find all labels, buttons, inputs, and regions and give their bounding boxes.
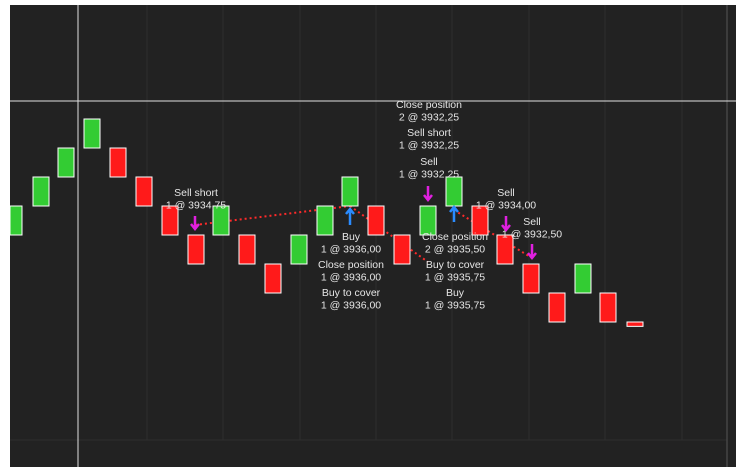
trade-label: Sell bbox=[497, 187, 515, 199]
trade-arrow bbox=[501, 216, 511, 233]
brick bbox=[548, 292, 566, 323]
brick bbox=[599, 292, 617, 323]
brick bbox=[212, 205, 230, 236]
brick bbox=[32, 176, 50, 207]
brick bbox=[57, 147, 75, 178]
trade-label: 2 @ 3935,50 bbox=[425, 243, 485, 255]
trade-label: Buy bbox=[342, 231, 361, 243]
trade-label: 1 @ 3932,25 bbox=[399, 168, 459, 180]
brick bbox=[522, 263, 540, 294]
brick bbox=[135, 176, 153, 207]
brick bbox=[419, 205, 437, 236]
trade-label: Sell bbox=[523, 216, 541, 228]
trade-arrow bbox=[449, 204, 459, 222]
trade-label: 2 @ 3932,25 bbox=[399, 111, 459, 123]
brick bbox=[574, 263, 592, 294]
brick bbox=[496, 234, 514, 265]
trade-label: 1 @ 3934,75 bbox=[166, 199, 226, 211]
trade-label: Sell short bbox=[174, 187, 218, 199]
trade-label: Sell bbox=[420, 156, 438, 168]
trade-arrow bbox=[423, 186, 433, 203]
brick bbox=[367, 205, 385, 236]
brick bbox=[83, 118, 101, 149]
brick bbox=[264, 263, 282, 294]
trade-label: Close position bbox=[422, 231, 488, 243]
trade-arrow bbox=[190, 216, 200, 232]
trade-label: Buy to cover bbox=[426, 259, 485, 271]
trade-label: 1 @ 3935,75 bbox=[425, 271, 485, 283]
brick bbox=[341, 176, 359, 207]
trade-label: 1 @ 3936,00 bbox=[321, 271, 381, 283]
brick bbox=[393, 234, 411, 265]
trade-label: 1 @ 3936,00 bbox=[321, 243, 381, 255]
trade-label: 1 @ 3935,75 bbox=[425, 299, 485, 311]
trade-label: Buy bbox=[446, 287, 465, 299]
trade-label: Close position bbox=[318, 259, 384, 271]
brick bbox=[109, 147, 127, 178]
trade-label: 1 @ 3932,25 bbox=[399, 139, 459, 151]
brick bbox=[161, 205, 179, 236]
trade-label: 1 @ 3934,00 bbox=[476, 199, 536, 211]
trade-label: 1 @ 3936,00 bbox=[321, 299, 381, 311]
brick bbox=[471, 205, 489, 236]
trade-arrow bbox=[345, 206, 355, 225]
brick bbox=[290, 234, 308, 265]
trade-arrow bbox=[527, 244, 537, 261]
brick bbox=[9, 205, 23, 236]
trade-label: 1 @ 3932,50 bbox=[502, 228, 562, 240]
brick bbox=[626, 321, 644, 327]
trade-label: Buy to cover bbox=[322, 287, 381, 299]
brick bbox=[445, 176, 463, 207]
trade-label: Sell short bbox=[407, 127, 451, 139]
brick bbox=[316, 205, 334, 236]
plot-background bbox=[10, 5, 736, 467]
brick bbox=[238, 234, 256, 265]
brick bbox=[187, 234, 205, 265]
trade-label: Close position bbox=[396, 99, 462, 111]
